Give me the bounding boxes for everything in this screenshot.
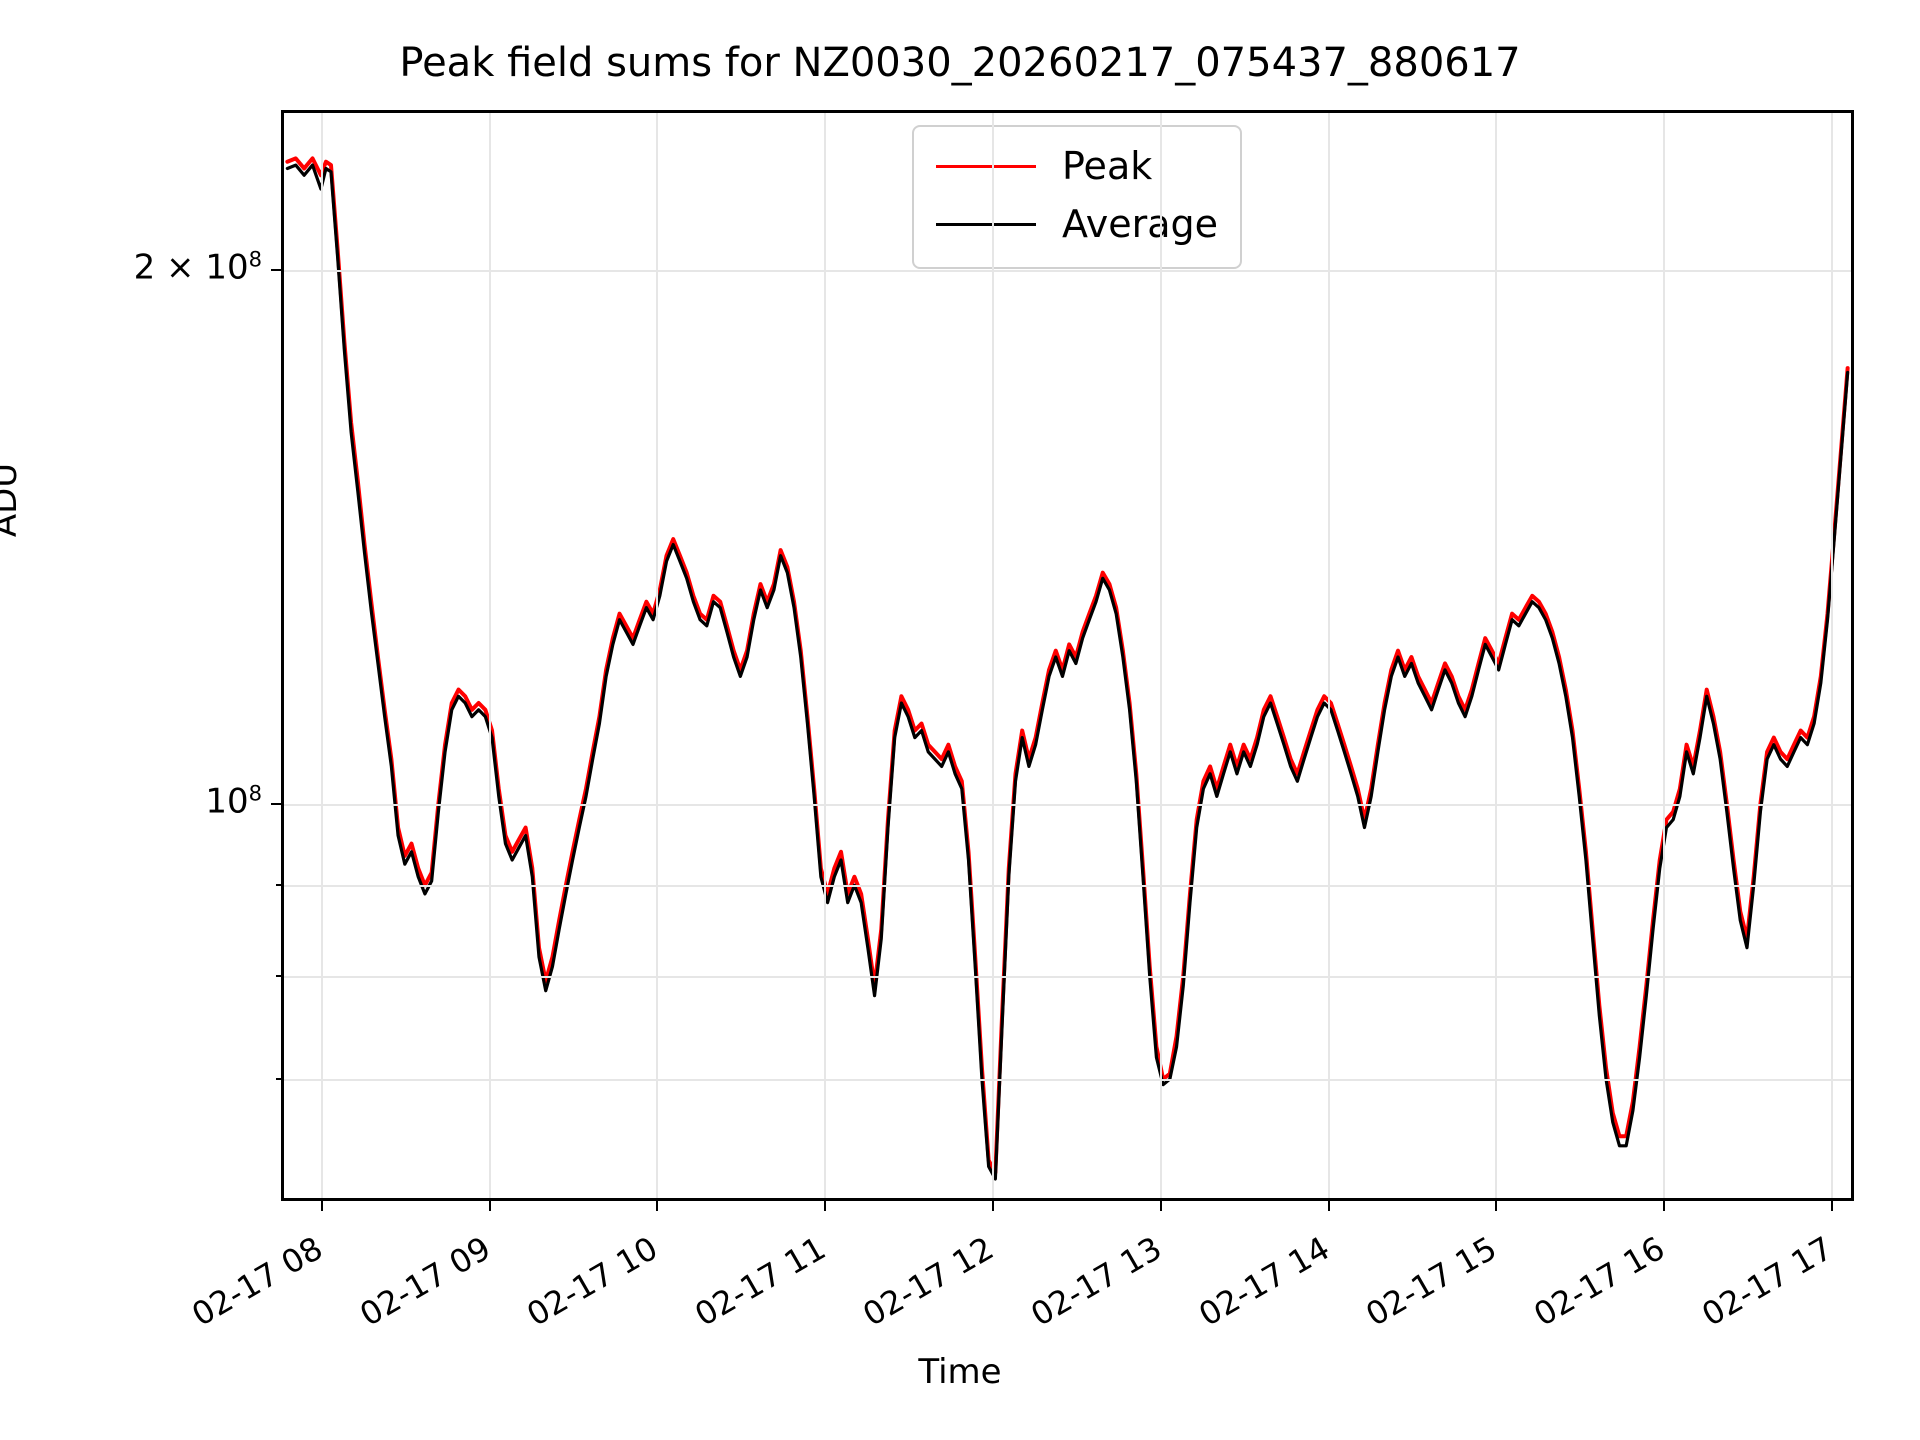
gridline-horizontal <box>284 804 1851 807</box>
page-title: Peak field sums for NZ0030_20260217_0754… <box>399 40 1521 86</box>
x-tick-label: 02-17 17 <box>1695 1229 1839 1334</box>
x-tick-mark <box>1159 1198 1162 1211</box>
legend-label-average: Average <box>1062 202 1219 246</box>
x-tick-label: 02-17 14 <box>1191 1229 1336 1334</box>
gridline-horizontal <box>284 1079 1851 1082</box>
legend: Peak Average <box>912 125 1243 269</box>
y-tick-label: 2 × 108 <box>133 245 262 288</box>
gridline-vertical <box>1327 113 1330 1198</box>
y-tick-mark-minor <box>276 975 284 978</box>
x-tick-mark <box>1495 1198 1498 1211</box>
gridline-horizontal <box>284 976 1851 979</box>
gridline-vertical <box>1830 113 1833 1198</box>
x-tick-mark <box>992 1198 994 1211</box>
gridline-vertical <box>656 113 659 1198</box>
gridline-vertical <box>1159 113 1162 1198</box>
x-tick-label: 02-17 15 <box>1359 1229 1504 1334</box>
x-tick-mark <box>1830 1198 1833 1211</box>
y-tick-mark-minor <box>276 884 284 887</box>
gridline-vertical <box>1663 113 1666 1198</box>
y-tick-label: 108 <box>205 780 262 822</box>
x-tick-mark <box>1327 1198 1330 1211</box>
gridline-vertical <box>1495 113 1498 1198</box>
series-average <box>285 163 1850 1181</box>
x-tick-label: 02-17 12 <box>856 1229 1000 1334</box>
series-lines <box>285 156 1850 1181</box>
x-tick-label: 02-17 10 <box>520 1229 665 1334</box>
legend-item-peak: Peak <box>936 137 1218 195</box>
x-tick-label: 02-17 16 <box>1527 1229 1672 1334</box>
gridline-vertical <box>824 113 827 1198</box>
x-tick-mark <box>488 1198 491 1211</box>
gridline-vertical <box>488 113 491 1198</box>
x-tick-mark <box>824 1198 827 1211</box>
x-axis-label: Time <box>918 1352 1002 1392</box>
legend-label-peak: Peak <box>1062 144 1153 188</box>
gridline-vertical <box>320 113 323 1198</box>
gridline-horizontal <box>284 885 1851 888</box>
x-tick-label: 02-17 09 <box>353 1229 497 1334</box>
series-peak <box>285 156 1850 1175</box>
x-tick-mark <box>1663 1198 1666 1211</box>
x-tick-mark <box>320 1198 323 1211</box>
gridline-horizontal <box>284 269 1851 272</box>
legend-swatch-peak <box>936 164 1036 168</box>
x-tick-label: 02-17 08 <box>185 1229 329 1334</box>
x-tick-mark <box>656 1198 659 1211</box>
y-tick-mark <box>271 803 284 806</box>
gridline-vertical <box>992 113 994 1198</box>
x-tick-label: 02-17 11 <box>688 1229 833 1334</box>
legend-swatch-average <box>936 222 1036 226</box>
x-tick-label: 02-17 13 <box>1024 1229 1168 1334</box>
y-tick-mark <box>271 268 284 271</box>
y-axis-label: ADU <box>0 462 25 538</box>
plot-area: Peak Average <box>271 110 1854 1211</box>
y-tick-mark-minor <box>276 1078 284 1081</box>
legend-item-average: Average <box>936 195 1218 253</box>
